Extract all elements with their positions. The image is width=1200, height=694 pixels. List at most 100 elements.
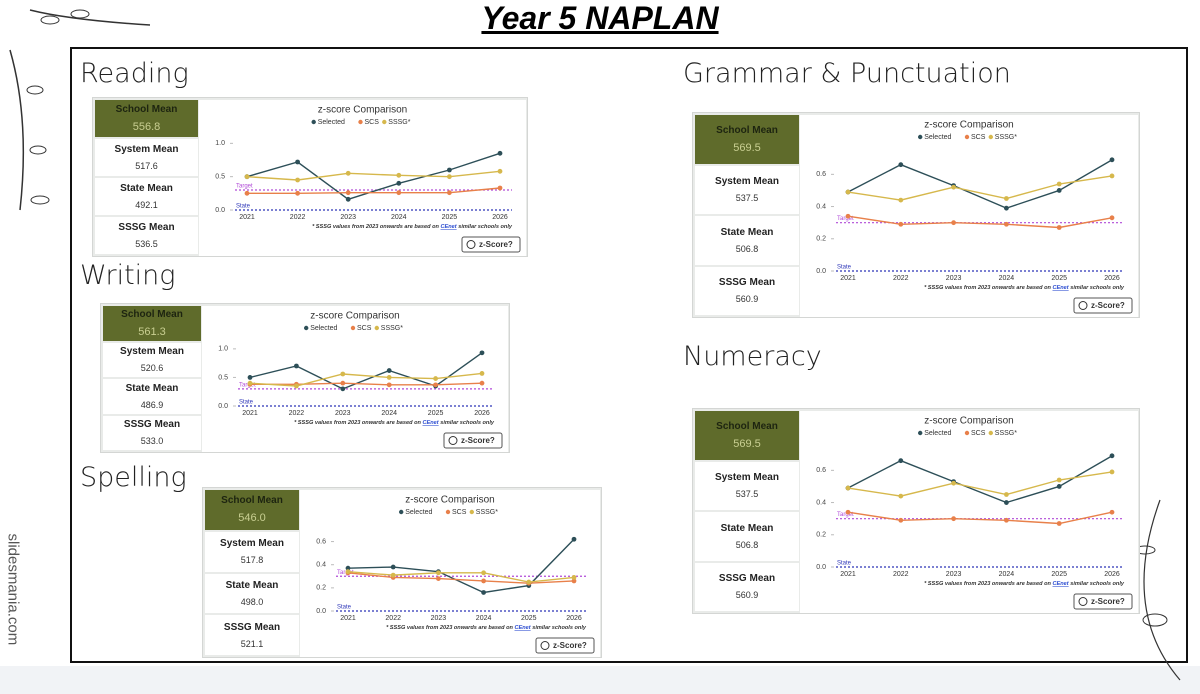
stat-value: 556.8 bbox=[132, 121, 161, 133]
data-point bbox=[1056, 181, 1062, 187]
button-label[interactable]: z-Score? bbox=[1091, 597, 1125, 606]
button-box[interactable] bbox=[443, 432, 503, 449]
z-score-button[interactable]: z-Score? bbox=[443, 432, 503, 449]
x-tick-label: 2024 bbox=[381, 410, 397, 417]
y-tick-label: 0.0 bbox=[215, 207, 225, 214]
stat-label: State Mean bbox=[120, 183, 173, 194]
legend-label: SSSG* bbox=[476, 509, 498, 516]
data-point bbox=[247, 375, 253, 380]
footnote: * SSSG values from 2023 onwards are base… bbox=[294, 420, 495, 426]
leaf-decoration bbox=[9, 9, 151, 211]
reference-label: State bbox=[837, 561, 852, 567]
data-point bbox=[340, 371, 346, 377]
y-tick-label: 0.2 bbox=[816, 532, 826, 539]
data-point bbox=[436, 570, 441, 576]
button-icon[interactable] bbox=[466, 240, 476, 249]
footnote: * SSSG values from 2023 onwards are base… bbox=[924, 581, 1125, 587]
button-label[interactable]: z-Score? bbox=[479, 240, 513, 249]
x-tick-label: 2023 bbox=[946, 275, 962, 282]
reference-label: Target bbox=[337, 570, 354, 576]
legend-label: Selected bbox=[310, 325, 337, 332]
data-point bbox=[340, 386, 346, 392]
stat-cell: School Mean 556.8 bbox=[95, 100, 198, 139]
x-tick-label: 2024 bbox=[999, 571, 1015, 578]
z-score-button[interactable]: z-Score? bbox=[535, 637, 595, 654]
legend-label: Selected bbox=[924, 430, 951, 437]
data-point bbox=[497, 185, 503, 191]
x-tick-label: 2021 bbox=[840, 571, 856, 578]
legend-label: SSSG* bbox=[388, 119, 410, 126]
z-score-button[interactable]: z-Score? bbox=[1073, 593, 1133, 610]
series-line bbox=[246, 152, 501, 201]
legend-marker bbox=[358, 119, 363, 125]
chart-title: z-score Comparison bbox=[310, 311, 399, 322]
footnote-part: * SSSG values from 2023 onwards are base… bbox=[312, 224, 440, 230]
x-tick-label: 2021 bbox=[239, 214, 255, 221]
button-label[interactable]: z-Score? bbox=[461, 436, 495, 445]
data-point bbox=[845, 189, 851, 195]
x-tick-label: 2021 bbox=[840, 275, 856, 282]
data-point bbox=[1109, 157, 1115, 163]
x-tick-label: 2024 bbox=[476, 615, 492, 622]
data-point bbox=[1004, 205, 1009, 211]
legend-marker bbox=[350, 325, 356, 331]
footnote-part: * SSSG values from 2023 onwards are base… bbox=[924, 581, 1052, 587]
x-tick-label: 2026 bbox=[566, 615, 582, 622]
stat-cell: SSSG Mean 536.5 bbox=[95, 217, 198, 256]
stat-value: 561.3 bbox=[138, 325, 166, 338]
legend-marker bbox=[918, 134, 923, 140]
series-line bbox=[249, 372, 483, 387]
button-box[interactable] bbox=[535, 637, 595, 654]
stat-cell: State Mean 486.9 bbox=[103, 379, 201, 416]
legend-label: SCS bbox=[971, 134, 986, 141]
button-box[interactable] bbox=[461, 236, 521, 253]
stat-value: 546.0 bbox=[238, 512, 266, 525]
button-icon[interactable] bbox=[1078, 597, 1088, 606]
chart: z-score Comparison Selected SCS SSSG* 0.0 0.5… bbox=[199, 100, 526, 256]
stat-cell: SSSG Mean 521.1 bbox=[205, 615, 299, 657]
button-box[interactable] bbox=[1073, 593, 1133, 610]
z-score-button[interactable]: z-Score? bbox=[461, 236, 521, 253]
data-point bbox=[295, 190, 300, 196]
data-point bbox=[898, 162, 904, 168]
z-score-button[interactable]: z-Score? bbox=[1073, 297, 1133, 314]
x-tick-label: 2022 bbox=[290, 214, 306, 221]
data-point bbox=[1056, 484, 1062, 489]
data-point bbox=[1004, 517, 1009, 523]
footnote: * SSSG values from 2023 onwards are base… bbox=[386, 625, 587, 631]
button-icon[interactable] bbox=[1078, 301, 1088, 310]
stat-value: 506.8 bbox=[735, 539, 759, 550]
button-box[interactable] bbox=[1073, 297, 1133, 314]
data-point bbox=[1004, 500, 1009, 505]
stat-value: 517.6 bbox=[135, 161, 158, 171]
x-tick-label: 2023 bbox=[335, 410, 351, 417]
button-icon[interactable] bbox=[540, 641, 550, 650]
series-line bbox=[347, 572, 575, 584]
legend-marker bbox=[918, 430, 923, 436]
data-point bbox=[571, 575, 577, 580]
data-point bbox=[244, 190, 250, 196]
button-label[interactable]: z-Score? bbox=[553, 641, 587, 650]
data-point bbox=[436, 576, 441, 581]
footnote-part: CEnet bbox=[440, 224, 457, 230]
legend-marker bbox=[304, 325, 309, 331]
stat-value: 560.9 bbox=[735, 590, 759, 601]
button-label[interactable]: z-Score? bbox=[1091, 301, 1125, 310]
footnote-part: similar schools only bbox=[457, 224, 513, 230]
stat-cell: State Mean 506.8 bbox=[695, 512, 799, 563]
stat-cell: SSSG Mean 533.0 bbox=[103, 415, 201, 452]
data-point bbox=[447, 190, 452, 196]
reference-label: Target bbox=[837, 216, 854, 222]
stat-label: School Mean bbox=[716, 124, 778, 136]
legend-label: Selected bbox=[405, 509, 432, 516]
stat-label: System Mean bbox=[715, 176, 779, 188]
chart: z-score Comparison Selected SCS SSSG* 0.0 0.2… bbox=[300, 490, 600, 657]
data-point bbox=[1056, 521, 1062, 526]
legend-marker bbox=[374, 325, 379, 331]
reference-label: Target bbox=[236, 184, 253, 190]
data-point bbox=[433, 382, 438, 388]
data-point bbox=[390, 572, 396, 578]
footnote-part: CEnet bbox=[1052, 285, 1069, 291]
stat-value: 498.0 bbox=[240, 596, 264, 607]
button-icon[interactable] bbox=[448, 436, 458, 445]
